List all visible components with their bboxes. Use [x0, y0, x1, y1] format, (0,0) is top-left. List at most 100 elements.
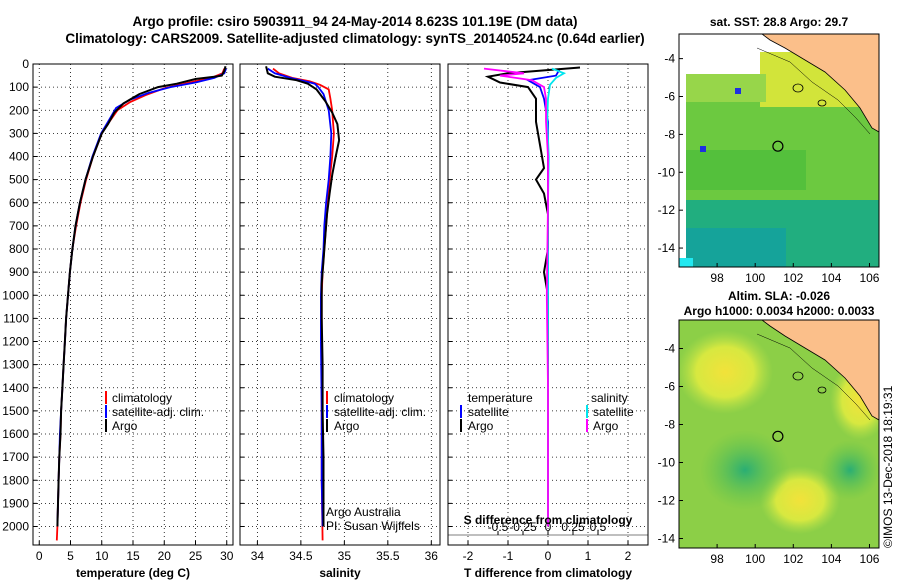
y-tick-label: 900 — [9, 265, 29, 279]
map-y-tick-label: -14 — [658, 241, 676, 255]
x-axis-label: T difference from climatology — [464, 566, 632, 580]
x-tick-label: 30 — [220, 549, 234, 563]
sla-island — [817, 386, 827, 394]
sla-map-title: Altim. SLA: -0.026 — [728, 289, 830, 303]
sst-blue-pixel — [700, 146, 706, 152]
x-tick-label: 25 — [189, 549, 203, 563]
temperature-panel: 0 5 10 15 20 25 300100200300400500600700800900… — [2, 57, 233, 580]
sla-map: Altim. SLA: -0.026 Argo h1000: 0.0034 h2… — [658, 289, 880, 567]
y-tick-label: 1200 — [2, 335, 29, 349]
map-x-tick-label: 106 — [859, 552, 879, 566]
top-axis-tick-label: 0.5 — [590, 520, 607, 534]
y-tick-label: 100 — [9, 80, 29, 94]
y-tick-label: 700 — [9, 219, 29, 233]
map-y-tick-label: -4 — [664, 52, 675, 66]
difference-legend: temperature satellite Argo salinity sate… — [460, 391, 634, 527]
y-tick-label: 200 — [9, 103, 29, 117]
series-line-s-satellite — [546, 67, 567, 527]
x-tick-label: 20 — [158, 549, 172, 563]
y-tick-label: 1600 — [2, 427, 29, 441]
watermark: ©IMOS 13-Dec-2018 18:19:31 — [881, 385, 895, 548]
legend-label-climatology: climatology — [334, 391, 394, 405]
y-tick-label: 1100 — [3, 311, 29, 325]
sst-float-marker — [772, 140, 784, 152]
series-line-satellite-adj-clim- — [56, 68, 227, 527]
x-tick-label: -2 — [463, 549, 474, 563]
map-x-tick-label: 106 — [859, 271, 879, 285]
x-tick-label: 5 — [67, 549, 74, 563]
map-x-tick-label: 98 — [710, 271, 724, 285]
sst-axis-ticks: 98 100 102 104 106 -4 -6 -8 -10 -12 -14 — [658, 52, 880, 285]
sst-map: sat. SST: 28.8 Argo: 29.7 98 100 102 104 106… — [658, 15, 880, 285]
top-axis-tick-label: -0.25 — [509, 520, 537, 534]
x-tick-label: 0 — [545, 549, 552, 563]
y-tick-label: 1300 — [2, 358, 29, 372]
map-y-tick-label: -4 — [664, 342, 675, 356]
difference-panel: -2 -1 0 1 2 T difference from climatology -0.5… — [447, 63, 649, 580]
legend-title-salinity: salinity — [591, 391, 628, 405]
series-line-s-argo — [483, 67, 549, 527]
temperature-legend: climatology satellite-adj. clim. Argo — [105, 391, 204, 433]
sla-cool-anomaly — [700, 430, 790, 510]
legend-label-t-argo: Argo — [468, 419, 494, 433]
sst-landmass — [761, 34, 879, 133]
legend-label-satellite: satellite-adj. clim. — [334, 405, 426, 419]
map-y-tick-label: -8 — [664, 418, 675, 432]
top-axis-tick-label: -0.5 — [488, 520, 509, 534]
sst-frame — [678, 33, 880, 268]
sst-island — [792, 83, 804, 93]
map-x-tick-label: 104 — [821, 552, 841, 566]
x-axis-label: temperature (deg C) — [76, 566, 190, 580]
annotation-pi: PI: Susan Wijffels — [326, 519, 420, 533]
annotation-institution: Argo Australia — [326, 505, 401, 519]
x-tick-label: 2 — [625, 549, 632, 563]
map-x-tick-label: 98 — [710, 552, 724, 566]
x-tick-label: 15 — [126, 549, 140, 563]
sst-mid-band — [686, 150, 806, 190]
series-line-t-argo — [484, 66, 581, 527]
x-axis-label: salinity — [319, 566, 361, 580]
map-y-tick-label: -12 — [658, 203, 676, 217]
sst-cyan-corner — [679, 258, 693, 267]
x-tick-label: 35.5 — [376, 549, 400, 563]
sst-bathymetry-contour — [756, 47, 871, 135]
x-tick-label: 35 — [338, 549, 352, 563]
sst-cooler-south — [686, 228, 786, 267]
sla-axis-ticks: 98 100 102 104 106 -4 -6 -8 -10 -12 -14 — [658, 342, 880, 567]
series-line-climatology — [55, 68, 226, 541]
legend-label-s-satellite: satellite — [593, 405, 634, 419]
sla-map-subtitle: Argo h1000: 0.0034 h2000: 0.0033 — [684, 304, 875, 318]
y-tick-label: 1700 — [2, 450, 29, 464]
title-line-1: Argo profile: csiro 5903911_94 24-May-20… — [133, 14, 578, 29]
series-line-t-satellite — [525, 68, 561, 527]
y-tick-label: 1500 — [2, 404, 29, 418]
plot-frame — [447, 63, 649, 546]
series-line-argo — [265, 66, 341, 527]
sla-cool-anomaly — [820, 440, 879, 500]
legend-label-argo: Argo — [334, 419, 360, 433]
x-tick-label: 36 — [425, 549, 439, 563]
y-tick-label: 800 — [9, 242, 29, 256]
top-axis-tick-label: 0 — [545, 520, 552, 534]
map-x-tick-label: 100 — [745, 552, 765, 566]
plot-frame — [239, 63, 441, 546]
map-x-tick-label: 104 — [821, 271, 841, 285]
x-tick-label: 1 — [585, 549, 592, 563]
x-tick-label: 10 — [95, 549, 109, 563]
x-tick-label: 34 — [251, 549, 265, 563]
x-tick-label: -1 — [503, 549, 514, 563]
map-y-tick-label: -14 — [658, 532, 676, 546]
y-tick-label: 1400 — [2, 381, 29, 395]
x-tick-label: 0 — [36, 549, 43, 563]
map-y-tick-label: -6 — [664, 90, 675, 104]
sst-map-title: sat. SST: 28.8 Argo: 29.7 — [710, 15, 849, 29]
series-line-argo — [56, 66, 227, 527]
y-tick-label: 500 — [9, 173, 29, 187]
map-x-tick-label: 102 — [783, 271, 803, 285]
x-tick-label: 34.5 — [289, 549, 313, 563]
sla-landmass — [761, 320, 879, 421]
map-y-tick-label: -12 — [658, 494, 676, 508]
legend-label-satellite: satellite-adj. clim. — [112, 405, 204, 419]
plot-frame — [32, 63, 234, 546]
sla-island — [792, 371, 804, 381]
